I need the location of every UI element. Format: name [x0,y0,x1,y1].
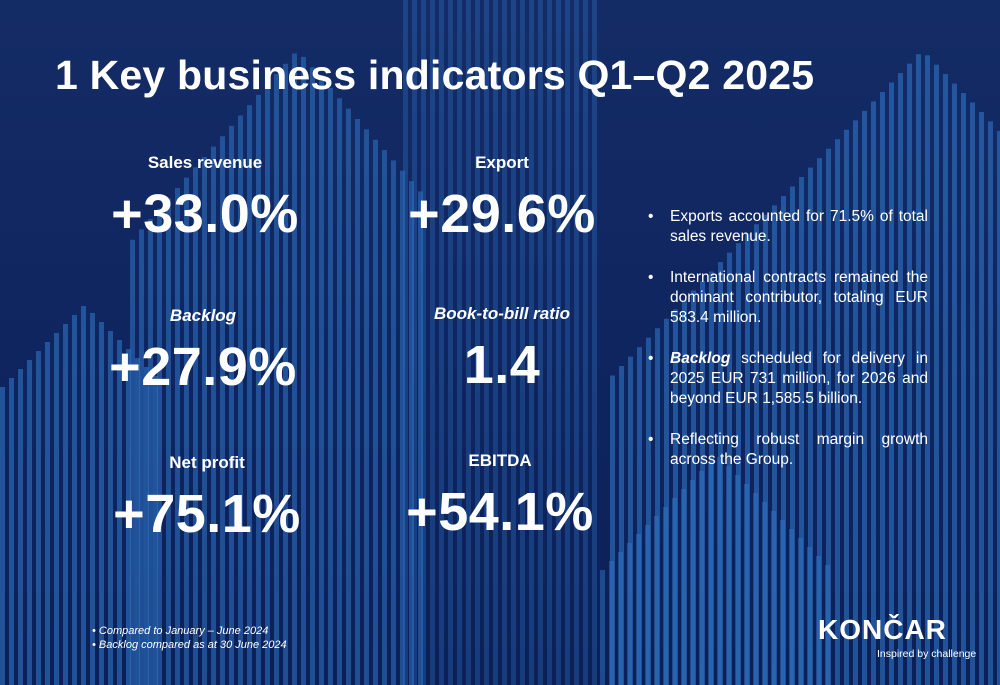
kpi-label: Net profit [169,453,245,472]
kpi-ebitda: EBITDA +54.1% [375,451,625,539]
footnotes: Compared to January – June 2024 Backlog … [92,624,287,652]
kpi-net-profit: Net profit +75.1% [82,453,332,541]
footnote: Backlog compared as at 30 June 2024 [92,638,287,652]
highlights-list: Exports accounted for 71.5% of total sal… [648,207,928,491]
list-item: International contracts remained the dom… [648,268,928,328]
company-logo: KONČAR Inspired by challenge [818,614,977,661]
list-item: Exports accounted for 71.5% of total sal… [648,207,928,247]
kpi-backlog: Backlog +27.9% [78,306,328,394]
bullet-text: scheduled for delivery in 2025 EUR 731 m… [670,350,928,407]
logo-tagline: Inspired by challenge [877,648,977,660]
kpi-book-to-bill: Book-to-bill ratio 1.4 [377,304,627,392]
bullet-text: Reflecting robust margin growth across t… [670,431,928,468]
kpi-value: +27.9% [109,337,297,397]
kpi-label: Export [475,153,529,172]
list-item: Reflecting robust margin growth across t… [648,430,928,470]
kpi-export: Export +29.6% [377,153,627,241]
kpi-value: +29.6% [408,184,596,244]
kpi-value: +75.1% [113,484,301,544]
list-item: Backlog scheduled for delivery in 2025 E… [648,349,928,409]
bullet-lead: Backlog [670,350,731,367]
kpi-value: 1.4 [463,335,541,395]
kpi-label: Backlog [169,306,237,325]
kpi-sales-revenue: Sales revenue +33.0% [80,153,330,241]
kpi-label: EBITDA [468,451,532,470]
footnote: Compared to January – June 2024 [92,624,287,638]
kpi-label: Book-to-bill ratio [434,304,570,323]
kpi-label: Sales revenue [147,153,263,172]
logo-wordmark: KONČAR [818,614,947,645]
kpi-value: +54.1% [406,482,594,542]
bullet-text: Exports accounted for 71.5% of total sal… [670,208,928,245]
page-title: 1 Key business indicators Q1–Q2 2025 [55,52,815,98]
bullet-text: International contracts remained the dom… [670,269,928,326]
kpi-value: +33.0% [111,184,299,244]
